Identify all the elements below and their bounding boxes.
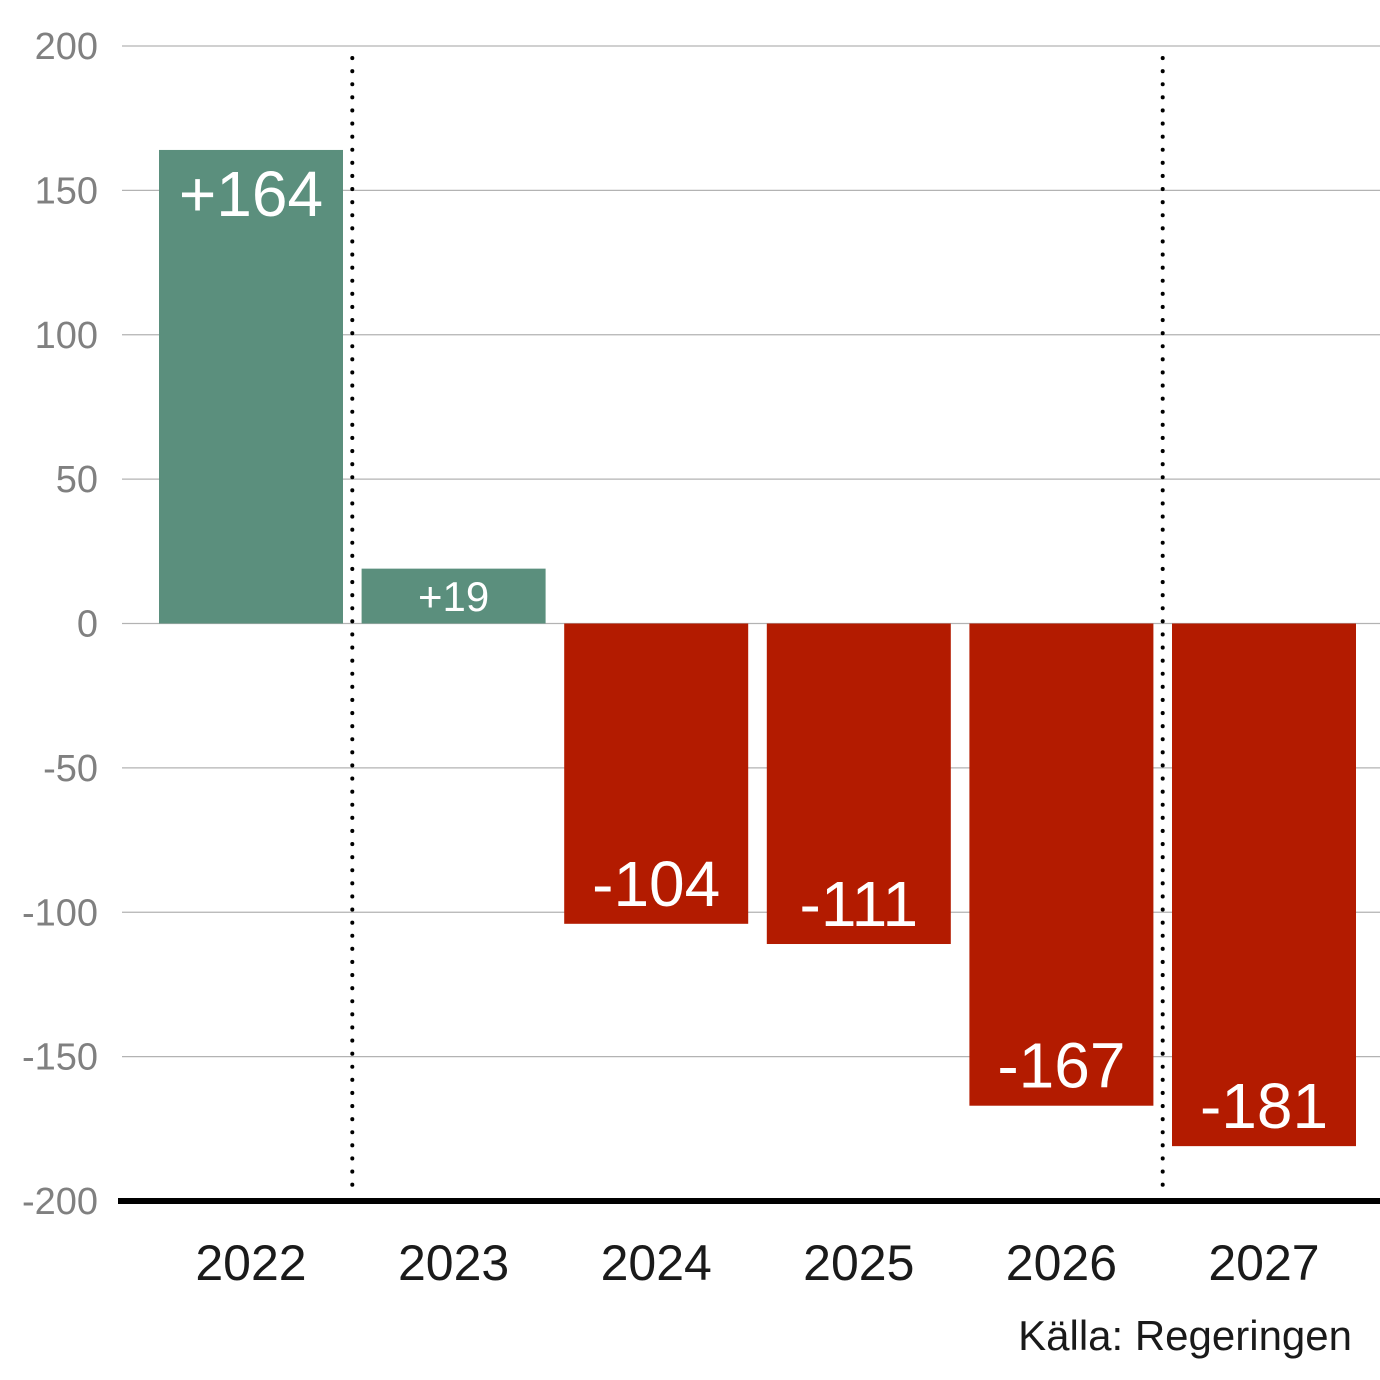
- value-label-2025: -111: [800, 868, 919, 940]
- x-tick-label-2023: 2023: [398, 1235, 509, 1291]
- bar-2023: [361, 568, 546, 624]
- bar-2025: [766, 623, 951, 945]
- value-label-2026: -167: [997, 1030, 1125, 1102]
- value-label-2027: -181: [1200, 1070, 1328, 1142]
- x-tick-label-2024: 2024: [601, 1235, 712, 1291]
- bars: [159, 149, 1356, 1147]
- value-label-2022: +164: [179, 158, 323, 230]
- y-tick-label: 0: [77, 604, 98, 646]
- y-tick-label: 150: [35, 170, 98, 212]
- period-dividers: [350, 56, 1165, 1194]
- bar-2027: [1172, 623, 1356, 1147]
- bar-2024: [564, 623, 749, 924]
- y-tick-label: 50: [56, 459, 98, 501]
- bar-2022: [159, 149, 343, 624]
- y-tick-label: -100: [22, 892, 98, 934]
- y-tick-label: 100: [35, 315, 98, 357]
- bar-value-labels: +164 +19 -104 -111 -167 -181: [179, 158, 1328, 1142]
- y-axis-tick-labels: 200 150 100 50 0 -50 -100 -150 -200: [22, 26, 98, 1223]
- y-tick-label: 200: [35, 26, 98, 68]
- y-tick-label: -200: [22, 1181, 98, 1223]
- x-tick-label-2026: 2026: [1006, 1235, 1117, 1291]
- y-tick-label: -150: [22, 1037, 98, 1079]
- value-label-2024: -104: [592, 848, 720, 920]
- x-tick-label-2022: 2022: [195, 1235, 306, 1291]
- x-tick-label-2027: 2027: [1208, 1235, 1319, 1291]
- bar-2026: [969, 623, 1154, 1106]
- source-note: Källa: Regeringen: [1018, 1312, 1352, 1359]
- value-label-2023: +19: [418, 573, 489, 620]
- x-axis-tick-labels: 2022 2023 2024 2025 2026 2027: [195, 1235, 1319, 1291]
- x-tick-label-2025: 2025: [803, 1235, 914, 1291]
- y-tick-label: -50: [43, 748, 98, 790]
